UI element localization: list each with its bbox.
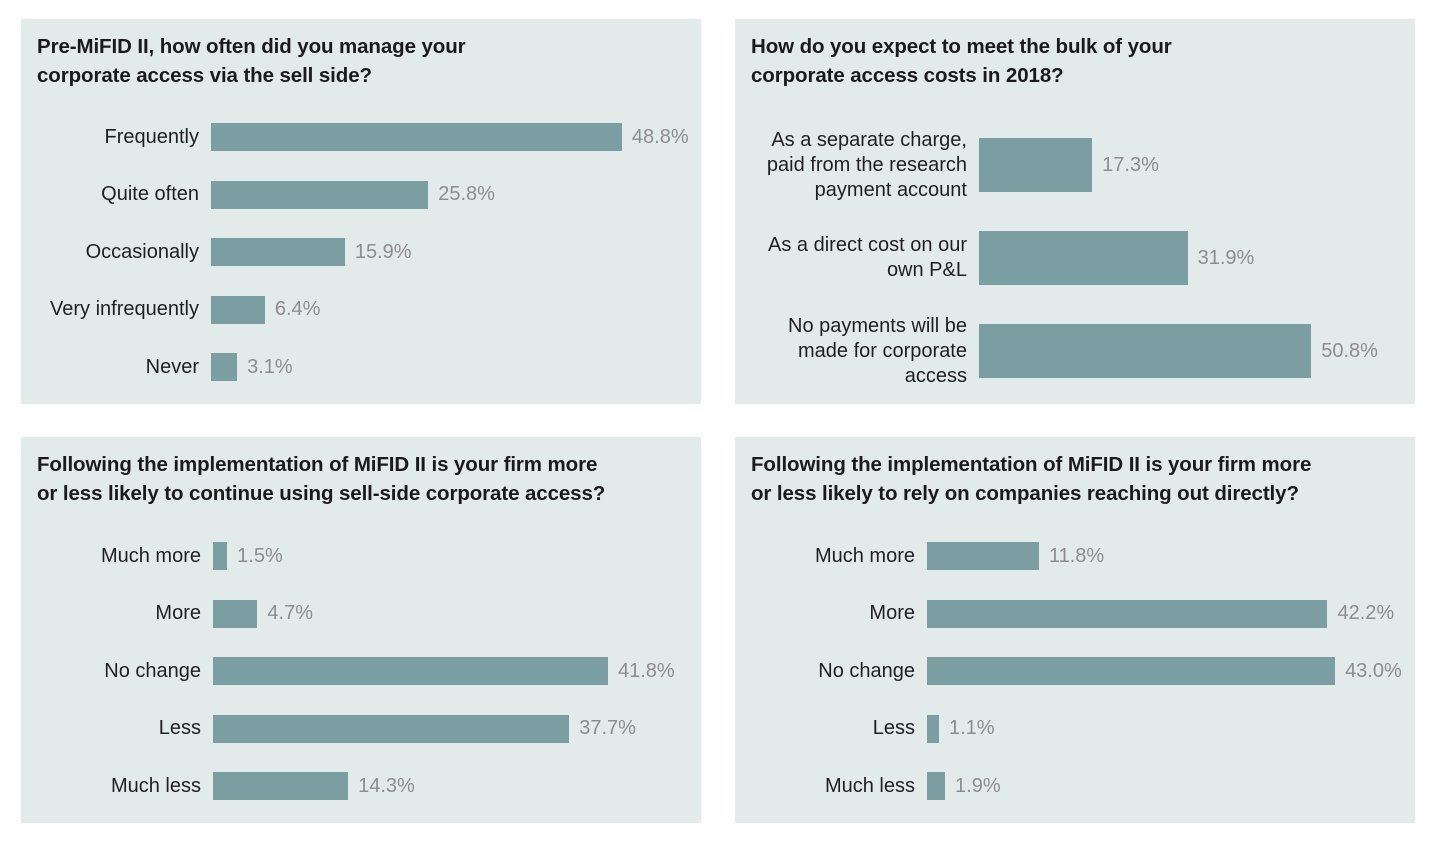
bar: [213, 542, 228, 570]
category-label: Never: [145, 355, 199, 378]
bar: [211, 123, 622, 151]
bar: [979, 231, 1188, 285]
category-label: Frequently: [104, 125, 200, 148]
category-label: Much less: [824, 774, 915, 797]
bar: [979, 138, 1093, 192]
bar: [211, 180, 429, 209]
bar: [213, 714, 570, 743]
chart-panel-pre-mifid-sell-side: Pre-MiFID II, how often did you manage y…: [21, 19, 701, 404]
value-label: 15.9%: [354, 240, 412, 263]
chart-panel-corporate-access-costs: How do you expect to meet the bulk of yo…: [735, 19, 1415, 404]
value-label: 31.9%: [1197, 246, 1255, 269]
category-label: Less: [158, 717, 201, 739]
category-label: More: [869, 602, 915, 624]
value-label: 17.3%: [1102, 153, 1159, 176]
bar: [213, 599, 258, 628]
bar: [927, 772, 946, 800]
category-label: Very infrequently: [50, 298, 199, 320]
chart-panel-sell-side-corporate-access: Following the implementation of MiFID II…: [21, 437, 701, 823]
bar: [927, 714, 939, 743]
bar: [211, 353, 238, 381]
chart-title: How do you expect to meet the bulk of yo…: [751, 35, 1172, 87]
bar-plot: As a separate charge, paid from the rese…: [735, 19, 1415, 404]
chart-title: Following the implementation of MiFID II…: [751, 453, 1312, 505]
value-label: 43.0%: [1345, 659, 1402, 682]
value-label: 3.1%: [247, 355, 293, 378]
bar-plot: Much more 1.5% More 4.7% No change 41.8% Less 3…: [21, 437, 701, 823]
chart-title: Pre-MiFID II, how often did you manage y…: [37, 35, 466, 87]
value-label: 4.7%: [267, 602, 313, 624]
value-label: 1.1%: [949, 717, 995, 739]
category-label: Quite often: [101, 183, 199, 205]
bar: [927, 542, 1039, 570]
bar-plot: Much more 11.8% More 42.2% No change 43.0% Les…: [735, 437, 1415, 823]
category-label: Much more: [100, 544, 201, 567]
bar: [213, 772, 349, 800]
value-label: 11.8%: [1048, 544, 1105, 567]
value-label: 37.7%: [579, 717, 636, 739]
bar: [211, 238, 345, 266]
value-label: 41.8%: [618, 659, 675, 682]
bar: [927, 657, 1336, 685]
value-label: 42.2%: [1337, 602, 1395, 624]
category-label: Less: [872, 717, 915, 739]
category-label: As a separate charge, paid from the rese…: [766, 128, 967, 201]
value-label: 48.8%: [631, 125, 689, 148]
chart-title: Following the implementation of MiFID II…: [37, 453, 606, 505]
chart-panel-companies-reaching-out: Following the implementation of MiFID II…: [735, 437, 1415, 823]
bar-plot: Frequently 48.8% Quite often 25.8% Occasiona…: [21, 19, 701, 404]
category-label: Much more: [814, 544, 915, 567]
category-label: Much less: [110, 774, 201, 797]
bar: [927, 599, 1328, 628]
value-label: 14.3%: [358, 774, 415, 797]
bar: [213, 657, 608, 685]
value-label: 25.8%: [438, 183, 495, 205]
category-label: As a direct cost on our own P&L: [768, 234, 967, 281]
category-label: No change: [104, 659, 201, 682]
bar: [979, 324, 1312, 378]
value-label: 6.4%: [274, 298, 321, 320]
bar: [211, 295, 265, 324]
category-label: More: [155, 602, 201, 624]
category-label: Occasionally: [85, 240, 199, 263]
value-label: 50.8%: [1321, 339, 1378, 362]
category-label: No change: [818, 659, 915, 682]
value-label: 1.9%: [955, 774, 1001, 797]
category-label: No payments will be made for corporate a…: [788, 314, 967, 387]
value-label: 1.5%: [237, 544, 283, 567]
